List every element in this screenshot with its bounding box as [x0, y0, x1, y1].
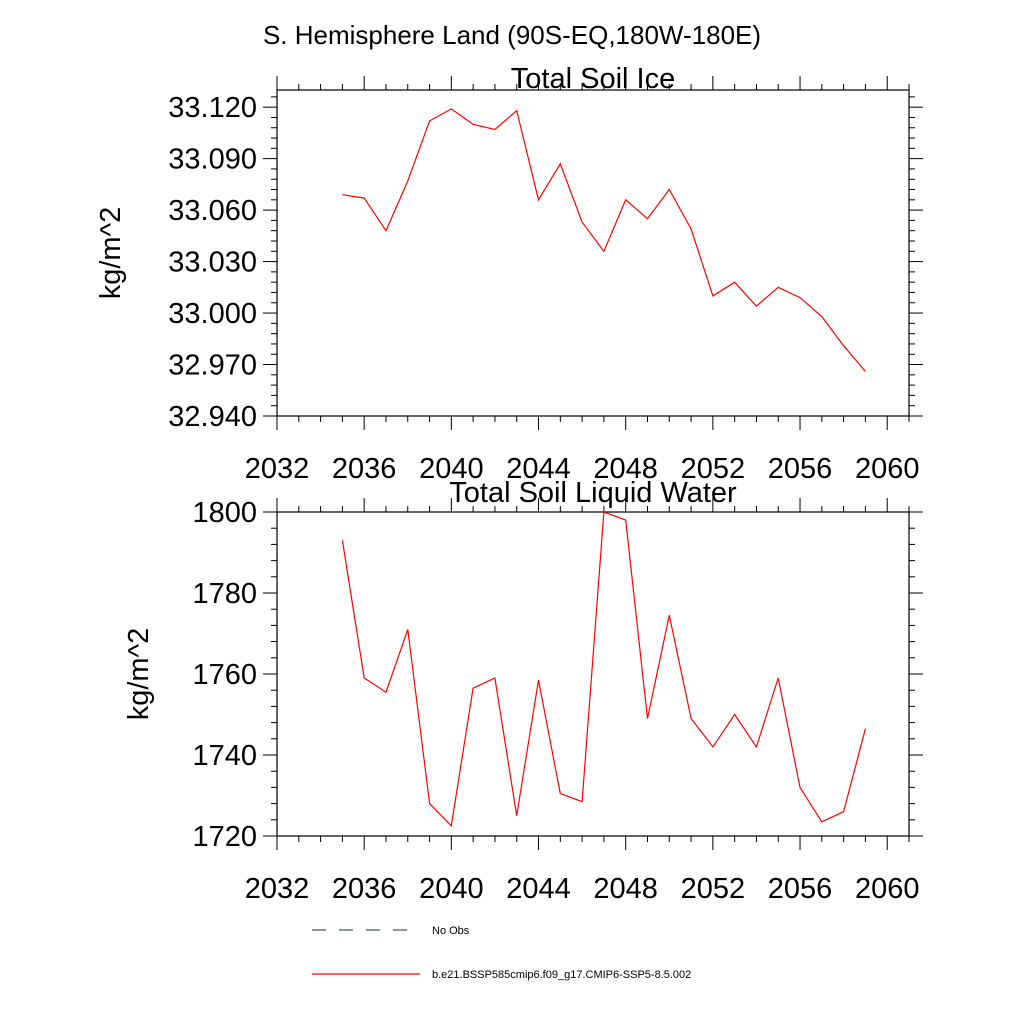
x-tick-label: 2048: [593, 873, 658, 905]
y-tick-label: 1760: [192, 659, 257, 691]
x-tick-label: 2044: [506, 873, 571, 905]
x-tick-label: 2036: [332, 873, 397, 905]
y-tick-label: 1800: [192, 497, 257, 529]
legend-label-no-obs: No Obs: [432, 925, 470, 937]
y-tick-label: 32.940: [168, 401, 257, 433]
panel-total-soil-liquid-water: Total Soil Liquid Water 2032 2036 2040 2044 2…: [123, 477, 923, 905]
legend: No Obs b.e21.BSSP585cmip6.f09_g17.CMIP6-…: [312, 925, 691, 981]
plot-frame: [276, 511, 910, 837]
panel-title: Total Soil Liquid Water: [449, 477, 737, 509]
y-axis-label: kg/m^2: [123, 628, 155, 721]
x-tick-label: 2056: [768, 873, 833, 905]
legend-entry-model-run: b.e21.BSSP585cmip6.f09_g17.CMIP6-SSP5-8.…: [312, 969, 691, 981]
y-tick-label: 33.120: [168, 92, 257, 124]
x-tick-label: 2056: [768, 453, 833, 485]
x-tick-label: 2060: [855, 453, 920, 485]
x-tick-label: 2040: [419, 873, 484, 905]
y-tick-label: 33.090: [168, 144, 257, 176]
x-tick-label: 2052: [681, 453, 746, 485]
y-axis-label: kg/m^2: [95, 207, 127, 300]
x-tick-label: 2036: [332, 453, 397, 485]
y-tick-label: 1780: [192, 578, 257, 610]
x-tick-label: 2052: [681, 873, 746, 905]
legend-label-model-run: b.e21.BSSP585cmip6.f09_g17.CMIP6-SSP5-8.…: [432, 969, 691, 981]
page-title: S. Hemisphere Land (90S-EQ,180W-180E): [263, 20, 761, 50]
y-tick-label: 33.060: [168, 195, 257, 227]
series-line: [342, 108, 866, 372]
y-tick-label: 32.970: [168, 350, 257, 382]
x-tick-label: 2032: [245, 453, 310, 485]
x-tick-label: 2040: [419, 453, 484, 485]
legend-entry-no-obs: No Obs: [312, 925, 470, 937]
y-tick-label: 33.000: [168, 298, 257, 330]
y-tick-label: 1720: [192, 821, 257, 853]
x-tick-label: 2060: [855, 873, 920, 905]
plot-frame: [276, 89, 910, 417]
x-tick-label: 2032: [245, 873, 310, 905]
series-line: [341, 511, 866, 828]
x-tick-label: 2044: [506, 453, 571, 485]
y-tick-label: 33.030: [168, 247, 257, 279]
y-tick-label: 1740: [192, 740, 257, 772]
x-tick-label: 2048: [593, 453, 658, 485]
